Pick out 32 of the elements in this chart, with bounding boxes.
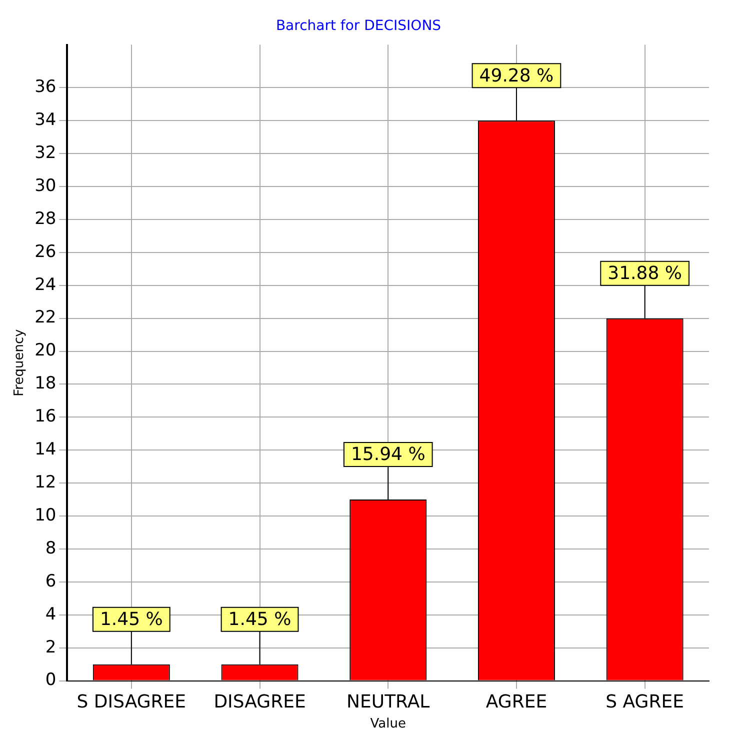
- x-tick-label: NEUTRAL: [346, 691, 430, 712]
- y-tick-label: 12: [34, 472, 56, 492]
- y-tick-label: 24: [34, 274, 56, 295]
- y-tick-label: 28: [34, 208, 56, 229]
- y-axis-title: Frequency: [12, 328, 28, 396]
- y-tick-label: 32: [34, 142, 56, 163]
- y-tick-label: 10: [34, 505, 56, 526]
- x-tick-label: DISAGREE: [214, 691, 306, 712]
- x-axis-title: Value: [370, 716, 406, 732]
- annotation: 15.94 %: [350, 444, 426, 466]
- y-tick-label: 30: [34, 176, 56, 196]
- y-tick-label: 2: [45, 637, 56, 658]
- y-tick-label: 14: [34, 440, 56, 460]
- y-tick-label: 6: [45, 571, 56, 592]
- x-tick-label: AGREE: [486, 691, 548, 712]
- y-tick-label: 20: [34, 340, 56, 361]
- y-tick-label: 18: [34, 374, 56, 394]
- annotation: 1.45 %: [100, 608, 163, 630]
- annotation: 1.45 %: [228, 608, 292, 630]
- chart-title: Barchart for DECISIONS: [276, 18, 442, 34]
- x-tick-label: S DISAGREE: [76, 691, 186, 712]
- y-tick-label: 4: [45, 604, 56, 624]
- x-tick-label: S AGREE: [606, 691, 684, 712]
- y-tick-label: 36: [34, 77, 56, 98]
- y-tick-label: 26: [34, 242, 56, 262]
- y-tick-label: 22: [34, 308, 56, 328]
- y-tick-label: 34: [34, 110, 56, 130]
- annotation: 49.28 %: [479, 65, 554, 86]
- y-tick-label: 0: [45, 670, 56, 690]
- annotation: 31.88 %: [608, 262, 682, 284]
- y-tick-label: 16: [34, 406, 56, 427]
- y-tick-label: 8: [45, 538, 56, 558]
